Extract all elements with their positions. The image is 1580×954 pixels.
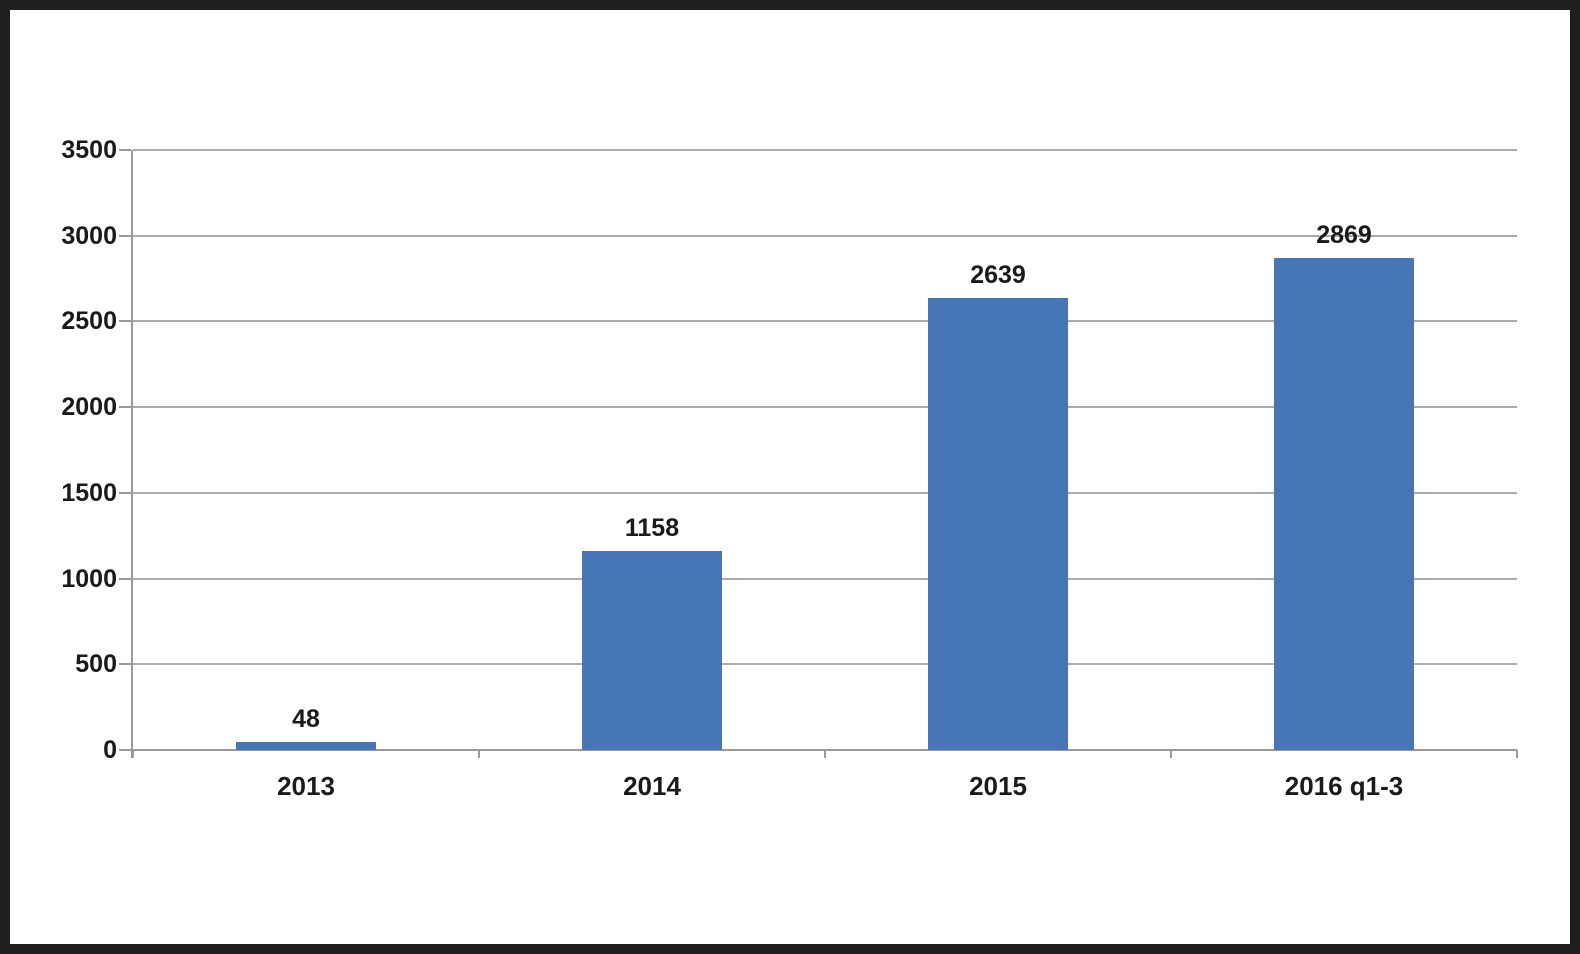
- y-axis-tick: [119, 234, 131, 237]
- bar: [582, 551, 722, 750]
- bar: [928, 297, 1068, 750]
- y-axis-tick-label: 2500: [61, 307, 117, 336]
- gridline: [133, 149, 1517, 151]
- y-axis-line: [131, 150, 133, 758]
- x-axis-tick: [1170, 750, 1172, 758]
- bar: [236, 741, 376, 750]
- bar-value-label: 48: [292, 704, 320, 733]
- y-axis-tick-label: 1500: [61, 478, 117, 507]
- y-axis-tick: [119, 663, 131, 666]
- y-axis-tick-label: 2000: [61, 393, 117, 422]
- gridline: [133, 491, 1517, 494]
- bar-value-label: 2869: [1316, 221, 1372, 250]
- bar: [1274, 258, 1414, 750]
- gridline: [133, 663, 1517, 666]
- y-axis-tick-label: 500: [75, 650, 117, 679]
- x-axis-tick: [478, 750, 480, 758]
- y-axis-tick: [119, 406, 131, 409]
- y-axis-tick: [119, 491, 131, 494]
- bar-value-label: 2639: [970, 260, 1026, 289]
- bar-value-label: 1158: [624, 514, 680, 543]
- y-axis-tick-label: 1000: [61, 564, 117, 593]
- y-axis-tick: [119, 577, 131, 580]
- x-axis-tick: [1516, 750, 1518, 758]
- y-axis-tick: [119, 749, 131, 751]
- gridline: [133, 406, 1517, 409]
- x-axis-category-label: 2016 q1-3: [1284, 771, 1404, 801]
- x-axis-category-label: 2013: [277, 771, 335, 801]
- bar-chart: 0 500 1000 1500 2000 2500 3000 3500 48 2013 1158 20…: [61, 136, 1518, 801]
- y-axis-tick: [119, 149, 131, 151]
- y-axis-tick-label: 3000: [61, 221, 117, 250]
- gridline: [133, 320, 1517, 323]
- y-axis-tick: [119, 320, 131, 323]
- gridline: [133, 234, 1517, 237]
- gridline: [133, 577, 1517, 580]
- x-axis-category-label: 2015: [969, 771, 1027, 801]
- x-axis-tick: [132, 750, 134, 758]
- y-axis-tick-label: 3500: [61, 136, 117, 164]
- y-axis-tick-label: 0: [103, 736, 117, 764]
- x-axis-category-label: 2014: [623, 771, 681, 801]
- x-axis-tick: [824, 750, 826, 758]
